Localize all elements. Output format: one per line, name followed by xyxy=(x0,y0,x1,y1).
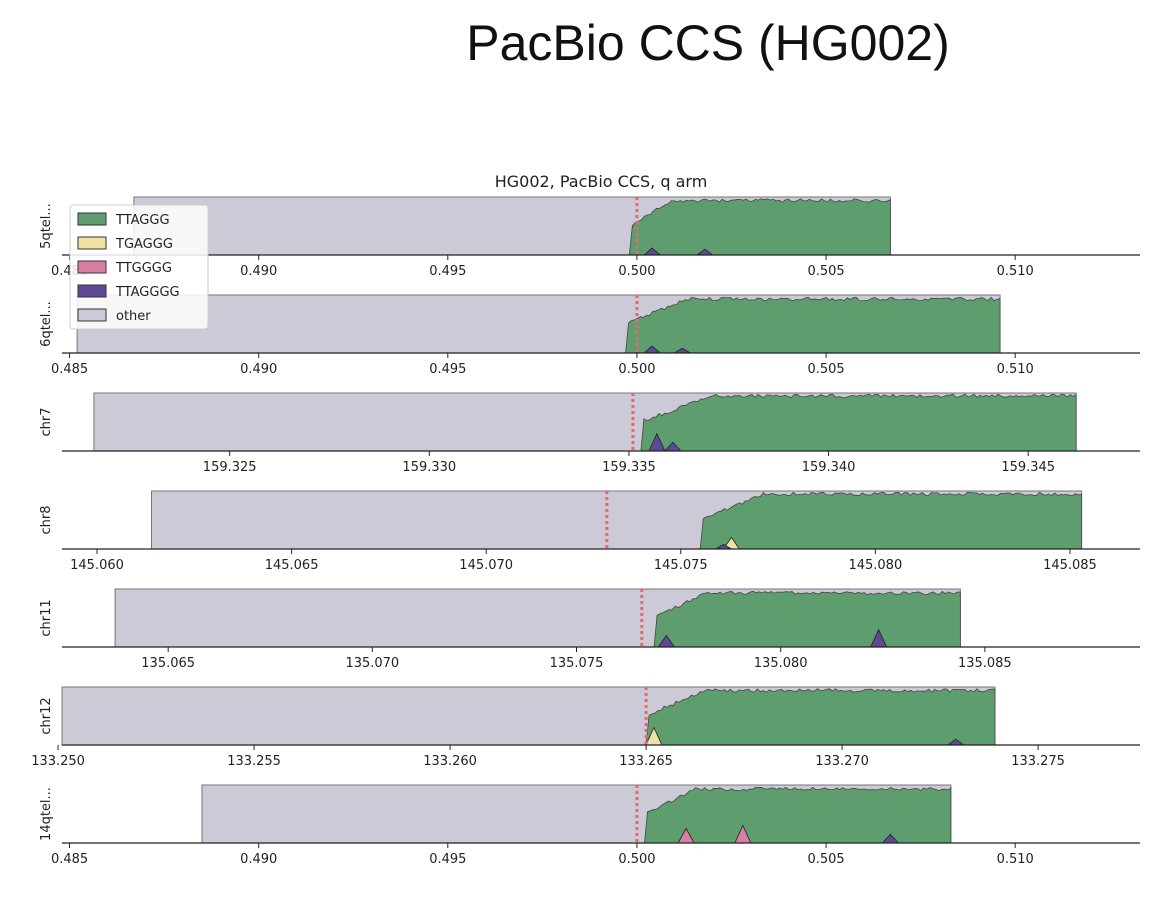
x-tick-label: 135.075 xyxy=(550,656,604,671)
x-tick-label: 0.490 xyxy=(240,362,277,377)
area-ttaggg xyxy=(628,198,891,256)
x-tick-label: 0.485 xyxy=(51,852,88,867)
legend-label-other: other xyxy=(116,309,151,324)
legend-swatch-tgaggg xyxy=(77,236,107,250)
legend: TTAGGG TGAGGG TTGGGG TTAGGGG other xyxy=(69,204,209,330)
panels-group: 0.485 0.490 0.495 0.500 0.505 0.510 5qtel... 0.… xyxy=(31,196,1140,867)
x-tick-label: 0.510 xyxy=(997,852,1034,867)
x-tick-label: 133.275 xyxy=(1011,754,1065,769)
x-tick-label: 0.490 xyxy=(240,852,277,867)
panel-label: chr12 xyxy=(39,697,54,734)
panel-6qtel: 0.485 0.490 0.495 0.500 0.505 0.510 6qtel... xyxy=(39,294,1140,377)
x-tick-label: 0.500 xyxy=(618,852,655,867)
panel-label: chr11 xyxy=(39,599,54,636)
x-tick-label: 0.510 xyxy=(997,264,1034,279)
x-tick-label: 0.500 xyxy=(618,362,655,377)
x-tick-label: 159.340 xyxy=(802,460,856,475)
x-tick-label: 159.335 xyxy=(602,460,656,475)
x-tick-label: 159.345 xyxy=(1001,460,1055,475)
panel-chr8: 145.060 145.065 145.070 145.075 145.080 145.0… xyxy=(39,490,1140,573)
panel-chr12: 133.250 133.255 133.260 133.265 133.270 133.2… xyxy=(31,686,1140,769)
legend-swatch-other xyxy=(77,308,107,322)
x-tick-label: 159.330 xyxy=(402,460,456,475)
x-tick-label: 133.270 xyxy=(815,754,869,769)
legend-label-ttaggg: TTAGGG xyxy=(115,213,170,228)
legend-swatch-ttgggg xyxy=(77,260,107,274)
chart-title: HG002, PacBio CCS, q arm xyxy=(495,172,708,191)
panel-label: chr7 xyxy=(39,407,54,436)
x-tick-label: 135.080 xyxy=(754,656,808,671)
panel-label: 5qtel... xyxy=(39,203,54,249)
x-tick-label: 0.490 xyxy=(240,264,277,279)
legend-swatch-ttagggg xyxy=(77,284,107,298)
legend-box xyxy=(69,204,209,330)
x-tick-label: 135.085 xyxy=(958,656,1012,671)
x-tick-label: 145.065 xyxy=(265,558,319,573)
x-tick-label: 145.075 xyxy=(654,558,708,573)
panel-5qtel: 0.4850.4900.4950.5000.5050.5105qtel... xyxy=(39,196,1140,279)
x-tick-label: 145.060 xyxy=(70,558,124,573)
x-tick-label: 0.510 xyxy=(997,362,1034,377)
x-tick-label: 0.505 xyxy=(807,362,844,377)
x-tick-label: 0.495 xyxy=(429,852,466,867)
slide-title: PacBio CCS (HG002) xyxy=(466,15,950,71)
area-ttaggg xyxy=(625,296,1001,354)
legend-label-ttgggg: TTGGGG xyxy=(115,261,172,276)
x-tick-label: 145.085 xyxy=(1043,558,1097,573)
area-ttaggg xyxy=(699,491,1083,550)
panel-chr7: 159.325 159.330 159.335 159.340 159.345 chr7 xyxy=(39,392,1140,475)
x-tick-label: 0.505 xyxy=(807,264,844,279)
x-tick-label: 145.080 xyxy=(848,558,902,573)
x-tick-label: 133.250 xyxy=(31,754,85,769)
legend-label-ttagggg: TTAGGGG xyxy=(115,285,180,300)
x-tick-label: 133.265 xyxy=(619,754,673,769)
x-tick-label: 135.070 xyxy=(345,656,399,671)
panel-label: 6qtel... xyxy=(39,301,54,347)
panel-label: chr8 xyxy=(39,505,54,534)
panel-label: 14qtel... xyxy=(39,787,54,841)
x-tick-label: 0.495 xyxy=(429,264,466,279)
x-tick-label: 133.255 xyxy=(227,754,281,769)
legend-swatch-ttaggg xyxy=(77,212,107,226)
x-tick-label: 133.260 xyxy=(423,754,477,769)
area-ttaggg xyxy=(640,393,1077,452)
x-tick-label: 159.325 xyxy=(203,460,257,475)
x-tick-label: 0.485 xyxy=(51,362,88,377)
area-ttaggg xyxy=(644,786,952,844)
panel-14qtel: 0.485 0.490 0.495 0.500 0.505 0.510 14qtel... xyxy=(39,784,1140,867)
legend-label-tgaggg: TGAGGG xyxy=(115,237,173,252)
x-tick-label: 135.065 xyxy=(141,656,195,671)
area-ttaggg xyxy=(653,590,961,648)
x-tick-label: 0.500 xyxy=(618,264,655,279)
area-ttaggg xyxy=(645,688,996,746)
x-tick-label: 0.495 xyxy=(429,362,466,377)
x-tick-label: 145.070 xyxy=(459,558,513,573)
panel-chr11: 135.065 135.070 135.075 135.080 135.085 chr11 xyxy=(39,588,1140,671)
x-tick-label: 0.505 xyxy=(807,852,844,867)
